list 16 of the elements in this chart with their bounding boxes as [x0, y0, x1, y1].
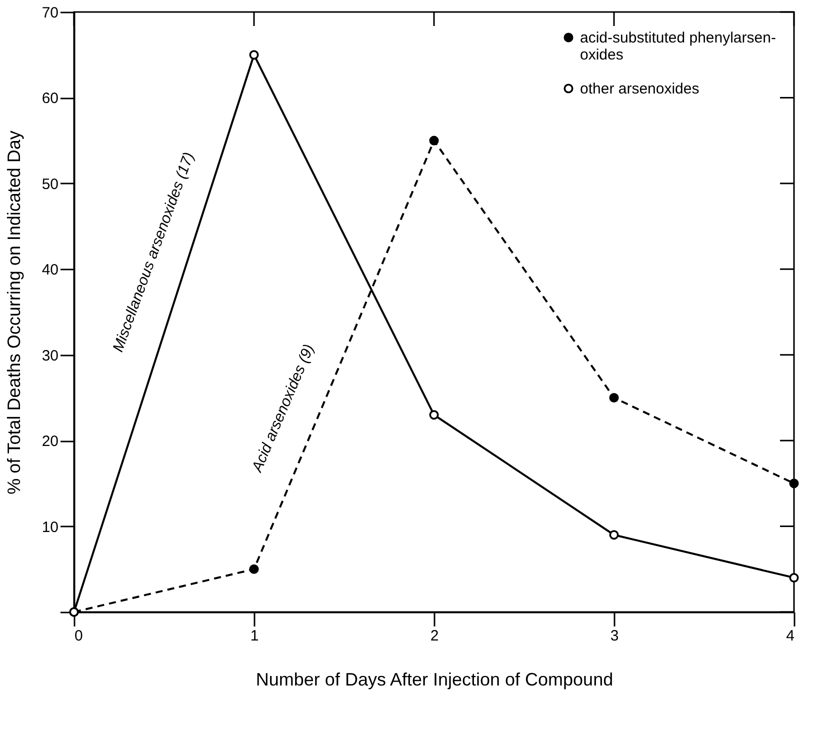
y-tick-label: 20	[42, 433, 58, 450]
legend-label: other arsenoxides	[580, 80, 700, 98]
x-tick-label: 3	[610, 628, 619, 644]
y-tick-label: 50	[42, 176, 58, 193]
legend-label: acid-substituted phenylarsen- oxides	[580, 30, 776, 64]
x-tick-label: 1	[250, 628, 259, 644]
x-tick-label: 0	[74, 628, 83, 644]
y-tick-label: 40	[42, 262, 58, 279]
y-tick-label: 30	[42, 347, 58, 364]
x-tick-label: 4	[786, 628, 794, 644]
y-tick-label: 70	[42, 4, 58, 22]
x-axis-title: Number of Days After Injection of Compound	[256, 670, 614, 690]
x-tick-label: 2	[430, 628, 439, 644]
y-tick-label: 10	[42, 518, 58, 536]
y-axis-title: % of Total Deaths Occurring on Indicated Day	[4, 130, 24, 494]
y-tick-label: 60	[42, 90, 58, 108]
